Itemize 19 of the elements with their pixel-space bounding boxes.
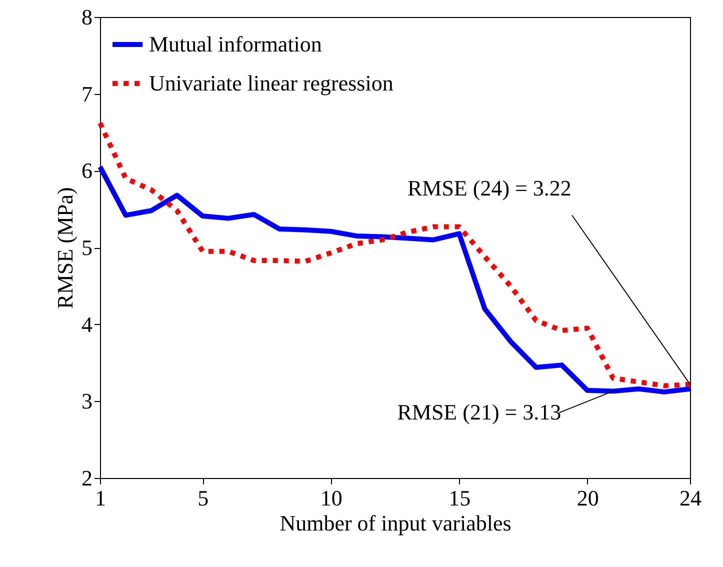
annotation: RMSE (24) = 3.22 [407,175,572,200]
x-tick-label: 1 [95,486,106,510]
x-axis-title: Number of input variables [280,510,512,536]
y-tick-label: 3 [82,388,92,414]
x-tick-label: 15 [448,486,471,510]
legend-label: Mutual information [149,32,322,56]
y-tick-label: 5 [82,235,92,260]
y-tick-label: 6 [82,158,92,184]
y-tick-label: 2 [82,466,92,490]
y-tick-label: 8 [82,4,92,30]
x-tick-label: 24 [680,486,702,510]
y-axis-title: RMSE (MPa) [52,187,78,309]
x-tick-label: 10 [320,486,342,510]
y-tick-label: 4 [82,312,92,337]
annotation: RMSE (21) = 3.13 [397,400,562,425]
x-tick-label: 5 [198,486,209,510]
y-tick-label: 7 [82,81,92,106]
legend-label: Univariate linear regression [149,70,394,96]
x-tick-label: 20 [576,486,599,510]
